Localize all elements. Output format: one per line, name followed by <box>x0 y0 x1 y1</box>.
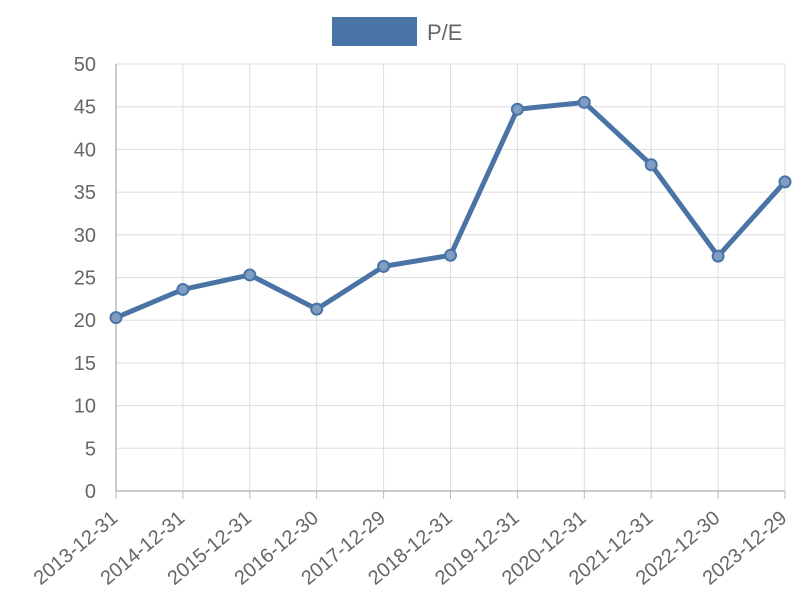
marker-layer <box>109 95 792 325</box>
legend-swatch <box>332 17 417 46</box>
y-tick-label: 20 <box>74 310 96 332</box>
data-point <box>577 95 591 109</box>
y-tick-label: 45 <box>74 97 96 119</box>
y-tick-label: 40 <box>74 139 96 161</box>
data-point <box>109 311 123 325</box>
data-point <box>176 282 190 296</box>
data-point <box>444 248 457 262</box>
data-point <box>243 268 257 282</box>
data-point <box>377 259 391 273</box>
data-point <box>510 102 524 116</box>
data-point <box>778 175 792 189</box>
y-tick-label: 5 <box>85 438 96 460</box>
y-tick-label: 15 <box>74 353 96 375</box>
legend-label: P/E <box>427 20 462 45</box>
data-point <box>711 249 725 263</box>
data-point <box>644 158 658 172</box>
y-tick-label: 50 <box>74 54 96 76</box>
axis-layer: 051015202530354045502013-12-312014-12-31… <box>30 54 792 590</box>
y-tick-label: 0 <box>85 481 96 503</box>
y-tick-label: 35 <box>74 182 96 204</box>
y-tick-label: 30 <box>74 225 96 247</box>
y-tick-label: 25 <box>74 268 96 290</box>
data-point <box>310 302 324 316</box>
chart-legend: P/E <box>332 17 462 46</box>
y-tick-label: 10 <box>74 396 96 418</box>
grid-layer <box>115 63 786 492</box>
